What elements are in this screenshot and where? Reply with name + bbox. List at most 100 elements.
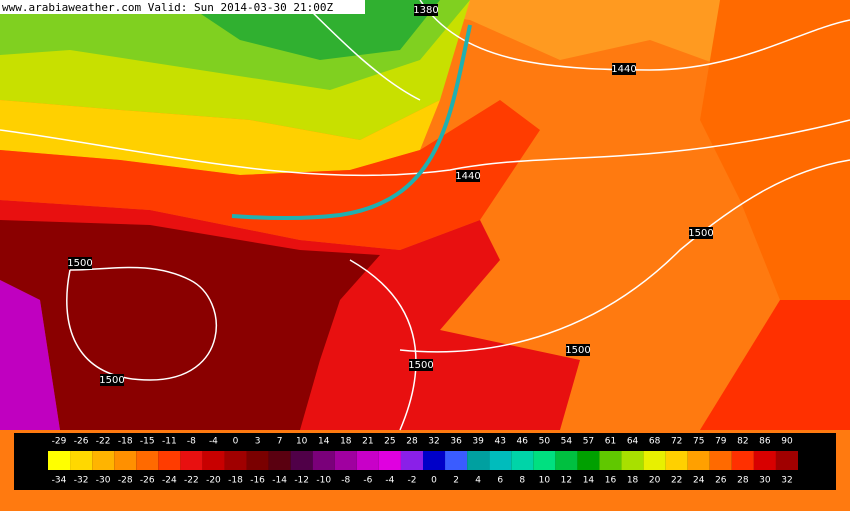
colorbar-label-f: 36 <box>450 437 462 447</box>
colorbar-swatch <box>533 451 556 470</box>
temp-field <box>0 100 440 175</box>
colorbar-swatch <box>665 451 688 470</box>
temp-field <box>180 0 440 60</box>
colorbar-label-c: 32 <box>781 476 792 486</box>
contour-labels: 1380 1440 1440 1500 1500 1500 1500 1500 <box>67 4 714 386</box>
temp-field <box>700 0 850 300</box>
contour-label-bg <box>456 170 480 182</box>
colorbar-swatch <box>445 451 468 470</box>
contour-label-bg <box>409 359 433 371</box>
colorbar-label-c: -2 <box>407 476 416 486</box>
colorbar-swatch <box>312 451 335 470</box>
colorbar: -29 -26 -22 -18 -15 -11 -8 -4 0 3 7 10 14 18 21 25 28 32 3… <box>48 437 798 486</box>
colorbar-label-c: -12 <box>294 476 309 486</box>
colorbar-label-c: -4 <box>385 476 394 486</box>
colorbar-label-f: 50 <box>539 437 551 447</box>
colorbar-label-c: 14 <box>583 476 595 486</box>
contour-label-bg <box>612 63 636 75</box>
contour-label: 1500 <box>688 228 713 239</box>
colorbar-swatch <box>48 451 71 470</box>
colorbar-swatch <box>246 451 269 470</box>
colorbar-swatch <box>92 451 115 470</box>
colorbar-label-f: 43 <box>494 437 505 447</box>
colorbar-label-c: -24 <box>162 476 177 486</box>
colorbar-label-f: -15 <box>140 437 155 447</box>
temp-field <box>700 300 850 430</box>
colorbar-label-f: 14 <box>318 437 330 447</box>
colorbar-label-f: -26 <box>74 437 89 447</box>
contour-label: 1500 <box>408 360 433 371</box>
colorbar-label-f: 82 <box>737 437 748 447</box>
colorbar-swatch <box>268 451 291 470</box>
colorbar-label-f: -18 <box>118 437 133 447</box>
colorbar-swatch <box>621 451 644 470</box>
colorbar-label-f: 7 <box>277 437 283 447</box>
colorbar-label-c: -6 <box>363 476 372 486</box>
colorbar-label-f: 90 <box>781 437 793 447</box>
colorbar-swatch <box>378 451 401 470</box>
colorbar-swatch <box>467 451 490 470</box>
colorbar-label-f: 61 <box>605 437 616 447</box>
colorbar-label-f: 72 <box>671 437 682 447</box>
colorbar-label-c: -20 <box>206 476 221 486</box>
colorbar-swatch <box>555 451 578 470</box>
colorbar-swatch <box>158 451 181 470</box>
contour-label: 1500 <box>67 258 92 269</box>
colorbar-label-c: -14 <box>272 476 287 486</box>
jet-axis <box>231 24 472 221</box>
contour-label: 1440 <box>611 64 636 75</box>
colorbar-label-c: -22 <box>184 476 199 486</box>
colorbar-label-c: 22 <box>671 476 682 486</box>
contour-label: 1500 <box>565 345 590 356</box>
colorbar-swatch <box>224 451 247 470</box>
contour-label-bg <box>100 374 124 386</box>
colorbar-swatch <box>290 451 313 470</box>
colorbar-swatch <box>70 451 93 470</box>
colorbar-label-c: 10 <box>539 476 551 486</box>
colorbar-label-c: 30 <box>759 476 771 486</box>
colorbar-swatch <box>489 451 512 470</box>
colorbar-label-c: 18 <box>627 476 639 486</box>
colorbar-label-c: -10 <box>316 476 331 486</box>
colorbar-swatch <box>643 451 666 470</box>
contour-label: 1500 <box>99 375 124 386</box>
colorbar-label-f: 3 <box>255 437 261 447</box>
colorbar-label-f: 39 <box>472 437 484 447</box>
colorbar-label-c: -26 <box>140 476 155 486</box>
colorbar-label-c: 12 <box>561 476 572 486</box>
colorbar-label-f: 68 <box>649 437 661 447</box>
colorbar-label-f: 46 <box>517 437 529 447</box>
colorbar-label-c: -28 <box>118 476 133 486</box>
temp-field <box>0 220 380 430</box>
colorbar-label-f: -22 <box>96 437 111 447</box>
colorbar-label-f: 0 <box>233 437 239 447</box>
contour-label-bg <box>689 227 713 239</box>
contour-line <box>399 159 850 353</box>
colorbar-swatch <box>136 451 159 470</box>
colorbar-label-f: 21 <box>362 437 373 447</box>
colorbar-label-c: -32 <box>74 476 89 486</box>
contour-label-bg <box>414 4 438 16</box>
colorbar-swatch <box>356 451 379 470</box>
contour-label: 1440 <box>455 171 480 182</box>
header-text: www.arabiaweather.com Valid: Sun 2014-03… <box>2 1 334 14</box>
temp-field <box>0 100 540 250</box>
colorbar-label-c: 8 <box>519 476 525 486</box>
colorbar-swatch <box>114 451 137 470</box>
colorbar-swatch <box>511 451 534 470</box>
header-bg <box>0 0 365 14</box>
colorbar-label-f: 79 <box>715 437 727 447</box>
colorbar-swatch <box>687 451 710 470</box>
colorbar-label-c: 2 <box>453 476 459 486</box>
colorbar-label-f: 86 <box>759 437 771 447</box>
colorbar-label-c: -18 <box>228 476 243 486</box>
colorbar-label-c: 6 <box>497 476 503 486</box>
colorbar-label-c: 4 <box>475 476 481 486</box>
colorbar-label-f: 10 <box>296 437 308 447</box>
colorbar-swatch <box>334 451 357 470</box>
colorbar-label-f: -8 <box>187 437 196 447</box>
colorbar-label-c: -16 <box>250 476 265 486</box>
colorbar-swatch <box>731 451 754 470</box>
colorbar-label-c: -34 <box>52 476 67 486</box>
